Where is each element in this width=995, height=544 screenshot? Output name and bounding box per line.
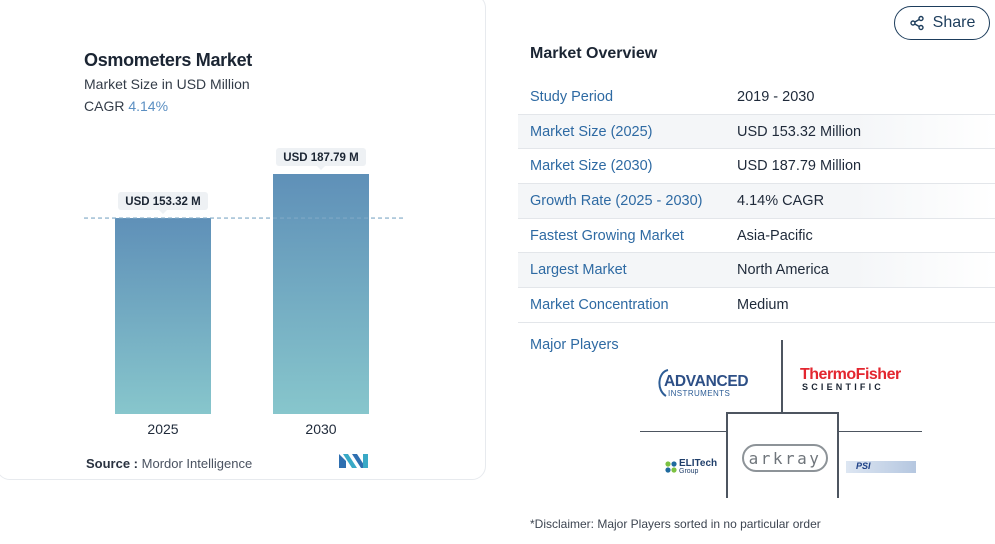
arkray-logo: arkray (742, 444, 828, 472)
overview-title: Market Overview (530, 45, 658, 62)
overview-row: Market Concentration Medium (518, 288, 995, 323)
data-label-box (118, 192, 208, 211)
elitech-logo: ELITech Group (664, 458, 720, 478)
thermo-fisher-logo: ThermoFisher SCIENTIFIC (800, 366, 912, 396)
overview-value: USD 187.79 Million (737, 158, 862, 175)
thermo-line1: ThermoFisher (800, 366, 901, 383)
grid-divider (640, 431, 726, 432)
grid-divider (781, 340, 783, 412)
share-label: Share (932, 14, 976, 31)
grid-divider (837, 412, 839, 498)
swoosh-icon (658, 369, 669, 397)
source-value: Mordor Intelligence (141, 456, 253, 471)
overview-row: Growth Rate (2025 - 2030) 4.14% CAGR (518, 184, 995, 219)
disclaimer: *Disclaimer: Major Players sorted in no … (530, 517, 821, 531)
overview-row: Market Size (2030) USD 187.79 Million (518, 149, 995, 185)
chart-subtitle: Market Size in USD Million (84, 76, 250, 92)
data-label-pointer (159, 210, 167, 215)
bar-2025 (115, 218, 211, 414)
elitech-line1: ELITech (679, 458, 718, 469)
chart-source: Source : Mordor Intelligence (86, 456, 252, 471)
psi-logo: PSI (846, 461, 916, 473)
elitech-line2: Group (679, 468, 699, 475)
overview-key: Market Size (2030) (530, 158, 653, 175)
source-label: Source : (86, 456, 139, 471)
x-tick-label: 2030 (305, 421, 336, 437)
overview-value: 2019 - 2030 (737, 88, 815, 105)
data-label: USD 187.79 M (283, 152, 358, 164)
x-tick-label: 2025 (147, 421, 178, 437)
major-players-grid: ADVANCED INSTRUMENTS ThermoFisher SCIENT… (640, 340, 922, 498)
chart-title: Osmometers Market (84, 50, 252, 70)
mordor-intelligence-logo (339, 454, 368, 468)
bar-2030 (273, 174, 369, 414)
share-button[interactable]: Share (894, 6, 990, 40)
overview-value: Asia-Pacific (737, 227, 813, 244)
data-label-box (276, 148, 366, 166)
cagr-value: 4.14% (128, 98, 169, 114)
bar-chart: USD 153.32 M 2025 USD 187.79 M 2030 (84, 148, 404, 437)
overview-value: Medium (737, 296, 789, 313)
grid-divider (726, 412, 728, 498)
chart-card (0, 0, 486, 480)
overview-row: Study Period 2019 - 2030 (518, 80, 995, 115)
grid-divider (837, 431, 922, 432)
data-label: USD 153.32 M (125, 196, 200, 208)
overview-value: North America (737, 262, 829, 279)
overview-value: 4.14% CAGR (737, 192, 825, 209)
overview-row: Fastest Growing Market Asia-Pacific (518, 219, 995, 254)
elitech-dots-icon (665, 461, 677, 473)
overview-key: Fastest Growing Market (530, 227, 684, 244)
arkray-text: arkray (748, 448, 822, 468)
data-label-pointer (317, 166, 325, 170)
overview-table: Study Period 2019 - 2030 Market Size (20… (518, 80, 995, 323)
overview-value: USD 153.32 Million (737, 123, 862, 140)
overview-key: Largest Market (530, 262, 627, 279)
advanced-line1: ADVANCED (664, 373, 749, 390)
chart-cagr: CAGR 4.14% (84, 98, 168, 114)
overview-key: Market Size (2025) (530, 123, 653, 140)
overview-key: Growth Rate (2025 - 2030) (530, 192, 703, 209)
advanced-instruments-logo: ADVANCED INSTRUMENTS (654, 366, 764, 402)
thermo-line2: SCIENTIFIC (802, 382, 885, 392)
overview-key: Study Period (530, 88, 614, 105)
overview-key: Market Concentration (530, 296, 669, 313)
overview-row: Market Size (2025) USD 153.32 Million (518, 114, 995, 150)
advanced-line2: INSTRUMENTS (668, 389, 731, 398)
overview-row: Largest Market North America (518, 253, 995, 289)
major-players-label: Major Players (530, 337, 619, 353)
cagr-label: CAGR (84, 98, 125, 114)
grid-divider (726, 412, 838, 414)
psi-text: PSI (856, 461, 871, 471)
share-icon (909, 15, 924, 31)
